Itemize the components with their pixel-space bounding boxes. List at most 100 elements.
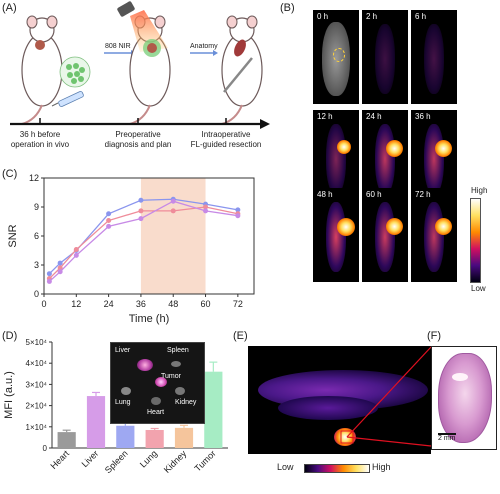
bar — [116, 425, 135, 448]
data-point — [57, 269, 63, 275]
series-line — [48, 198, 238, 275]
anatomy-label: Anatomy — [190, 43, 218, 50]
x-tick-label: 36 — [136, 299, 146, 309]
scale-bar — [438, 433, 456, 435]
scale-label: 2 mm — [438, 435, 456, 442]
x-tick-label: 0 — [41, 299, 46, 309]
panel-label-c: (C) — [2, 168, 18, 180]
y-tick-label: 2×10⁴ — [26, 402, 48, 411]
y-tick-label: 0 — [34, 289, 39, 299]
tumor-dot — [35, 40, 45, 50]
data-point — [170, 208, 176, 214]
x-tick-label: 12 — [71, 299, 81, 309]
timeline-label-3-line1: Intraoperative — [202, 130, 251, 139]
x-axis-label: Time (h) — [129, 313, 170, 325]
fl-image-tile: 2 h — [362, 10, 408, 104]
x-tick-label: 24 — [104, 299, 114, 309]
colorbar-b-low: Low — [471, 284, 486, 293]
time-label: 6 h — [415, 12, 427, 21]
ex-vivo-organ-inset: Liver Spleen Tumor Lung Kidney Heart — [110, 342, 205, 424]
inset-label-lung: Lung — [115, 399, 131, 406]
inset-label-kidney: Kidney — [175, 399, 197, 406]
bar — [57, 432, 76, 448]
data-point — [203, 208, 209, 214]
panel-label-f: (F) — [427, 330, 442, 342]
bar — [145, 429, 164, 448]
timeline-label-2-line1: Preoperative — [115, 130, 161, 139]
inset-label-tumor: Tumor — [161, 373, 181, 380]
nanoparticle-cluster — [59, 56, 91, 88]
mouse-illustration-3 — [221, 15, 263, 125]
data-point — [73, 247, 79, 253]
timeline-label-1-line2: operation in vivo — [11, 140, 70, 149]
y-tick-label: 0 — [43, 444, 48, 453]
scalpel-icon — [223, 57, 253, 93]
tumor-organ — [155, 377, 167, 387]
bar — [174, 427, 194, 448]
kidney-organ — [175, 387, 185, 395]
series-line — [48, 200, 238, 282]
data-point — [235, 207, 241, 213]
y-axis-label: SNR — [7, 224, 19, 247]
data-point — [203, 204, 209, 210]
fl-image-tile: 6 h — [411, 10, 457, 104]
data-point — [138, 216, 144, 222]
fl-image-tile: 0 h — [313, 10, 359, 104]
colorbar-b-high: High — [471, 186, 488, 195]
timeline-label-2-line2: diagnosis and plan — [105, 140, 172, 149]
y-axis-label: MFI (a.u.) — [3, 371, 15, 419]
data-point — [235, 213, 241, 219]
y-tick-label: 3 — [34, 260, 39, 270]
bar — [204, 371, 223, 448]
y-tick-label: 6 — [34, 231, 39, 241]
timeline-label-3-line2: FL-guided resection — [191, 140, 262, 149]
series-line — [48, 206, 238, 279]
y-tick-label: 3×10⁴ — [26, 380, 48, 389]
lung-organ — [121, 387, 131, 395]
data-point — [106, 218, 112, 224]
y-tick-label: 5×10⁴ — [26, 338, 48, 347]
y-tick-label: 12 — [29, 173, 39, 183]
y-tick-label: 4×10⁴ — [26, 359, 48, 368]
syringe-icon — [51, 91, 84, 107]
data-point — [57, 265, 63, 271]
x-tick-label: 48 — [168, 299, 178, 309]
time-label: 2 h — [366, 12, 378, 21]
panel-label-b: (B) — [280, 2, 295, 14]
inset-label-liver: Liver — [115, 347, 131, 354]
liver-organ — [137, 359, 153, 371]
data-point — [170, 198, 176, 204]
time-label: 24 h — [366, 112, 382, 121]
colorbar-e — [304, 464, 370, 473]
data-point — [106, 211, 112, 217]
time-label: 36 h — [415, 112, 431, 121]
fl-image-tile: 60 h — [362, 188, 408, 282]
panel-label-a: (A) — [2, 2, 17, 14]
histology-section: 2 mm — [431, 346, 497, 450]
colorbar-e-low: Low — [277, 462, 294, 472]
time-label: 48 h — [317, 190, 333, 199]
mfi-bar-chart: 0 1×10⁴ 2×10⁴ 3×10⁴ 4×10⁴ 5×10⁴ MFI (a.u.) Hear… — [3, 338, 228, 475]
data-point — [46, 271, 52, 277]
mouse-illustration-2 — [117, 1, 171, 125]
fl-image-tile: 48 h — [313, 188, 359, 282]
data-point — [138, 208, 144, 214]
time-label: 60 h — [366, 190, 382, 199]
data-point — [73, 252, 79, 258]
fl-image-tile: 72 h — [411, 188, 457, 282]
intraoperative-fluorescence-image — [248, 346, 431, 454]
data-point — [106, 223, 112, 229]
timeline-label-1-line1: 36 h before — [20, 130, 61, 139]
colorbar-e-high: High — [372, 462, 391, 472]
time-label: 0 h — [317, 12, 329, 21]
data-point — [138, 197, 144, 203]
panel-label-e: (E) — [233, 330, 248, 342]
heart-organ — [151, 397, 161, 405]
time-label: 72 h — [415, 190, 431, 199]
data-point — [46, 278, 52, 284]
y-tick-label: 9 — [34, 202, 39, 212]
laser-label: 808 NIR — [105, 43, 131, 50]
colorbar-b — [470, 198, 481, 283]
